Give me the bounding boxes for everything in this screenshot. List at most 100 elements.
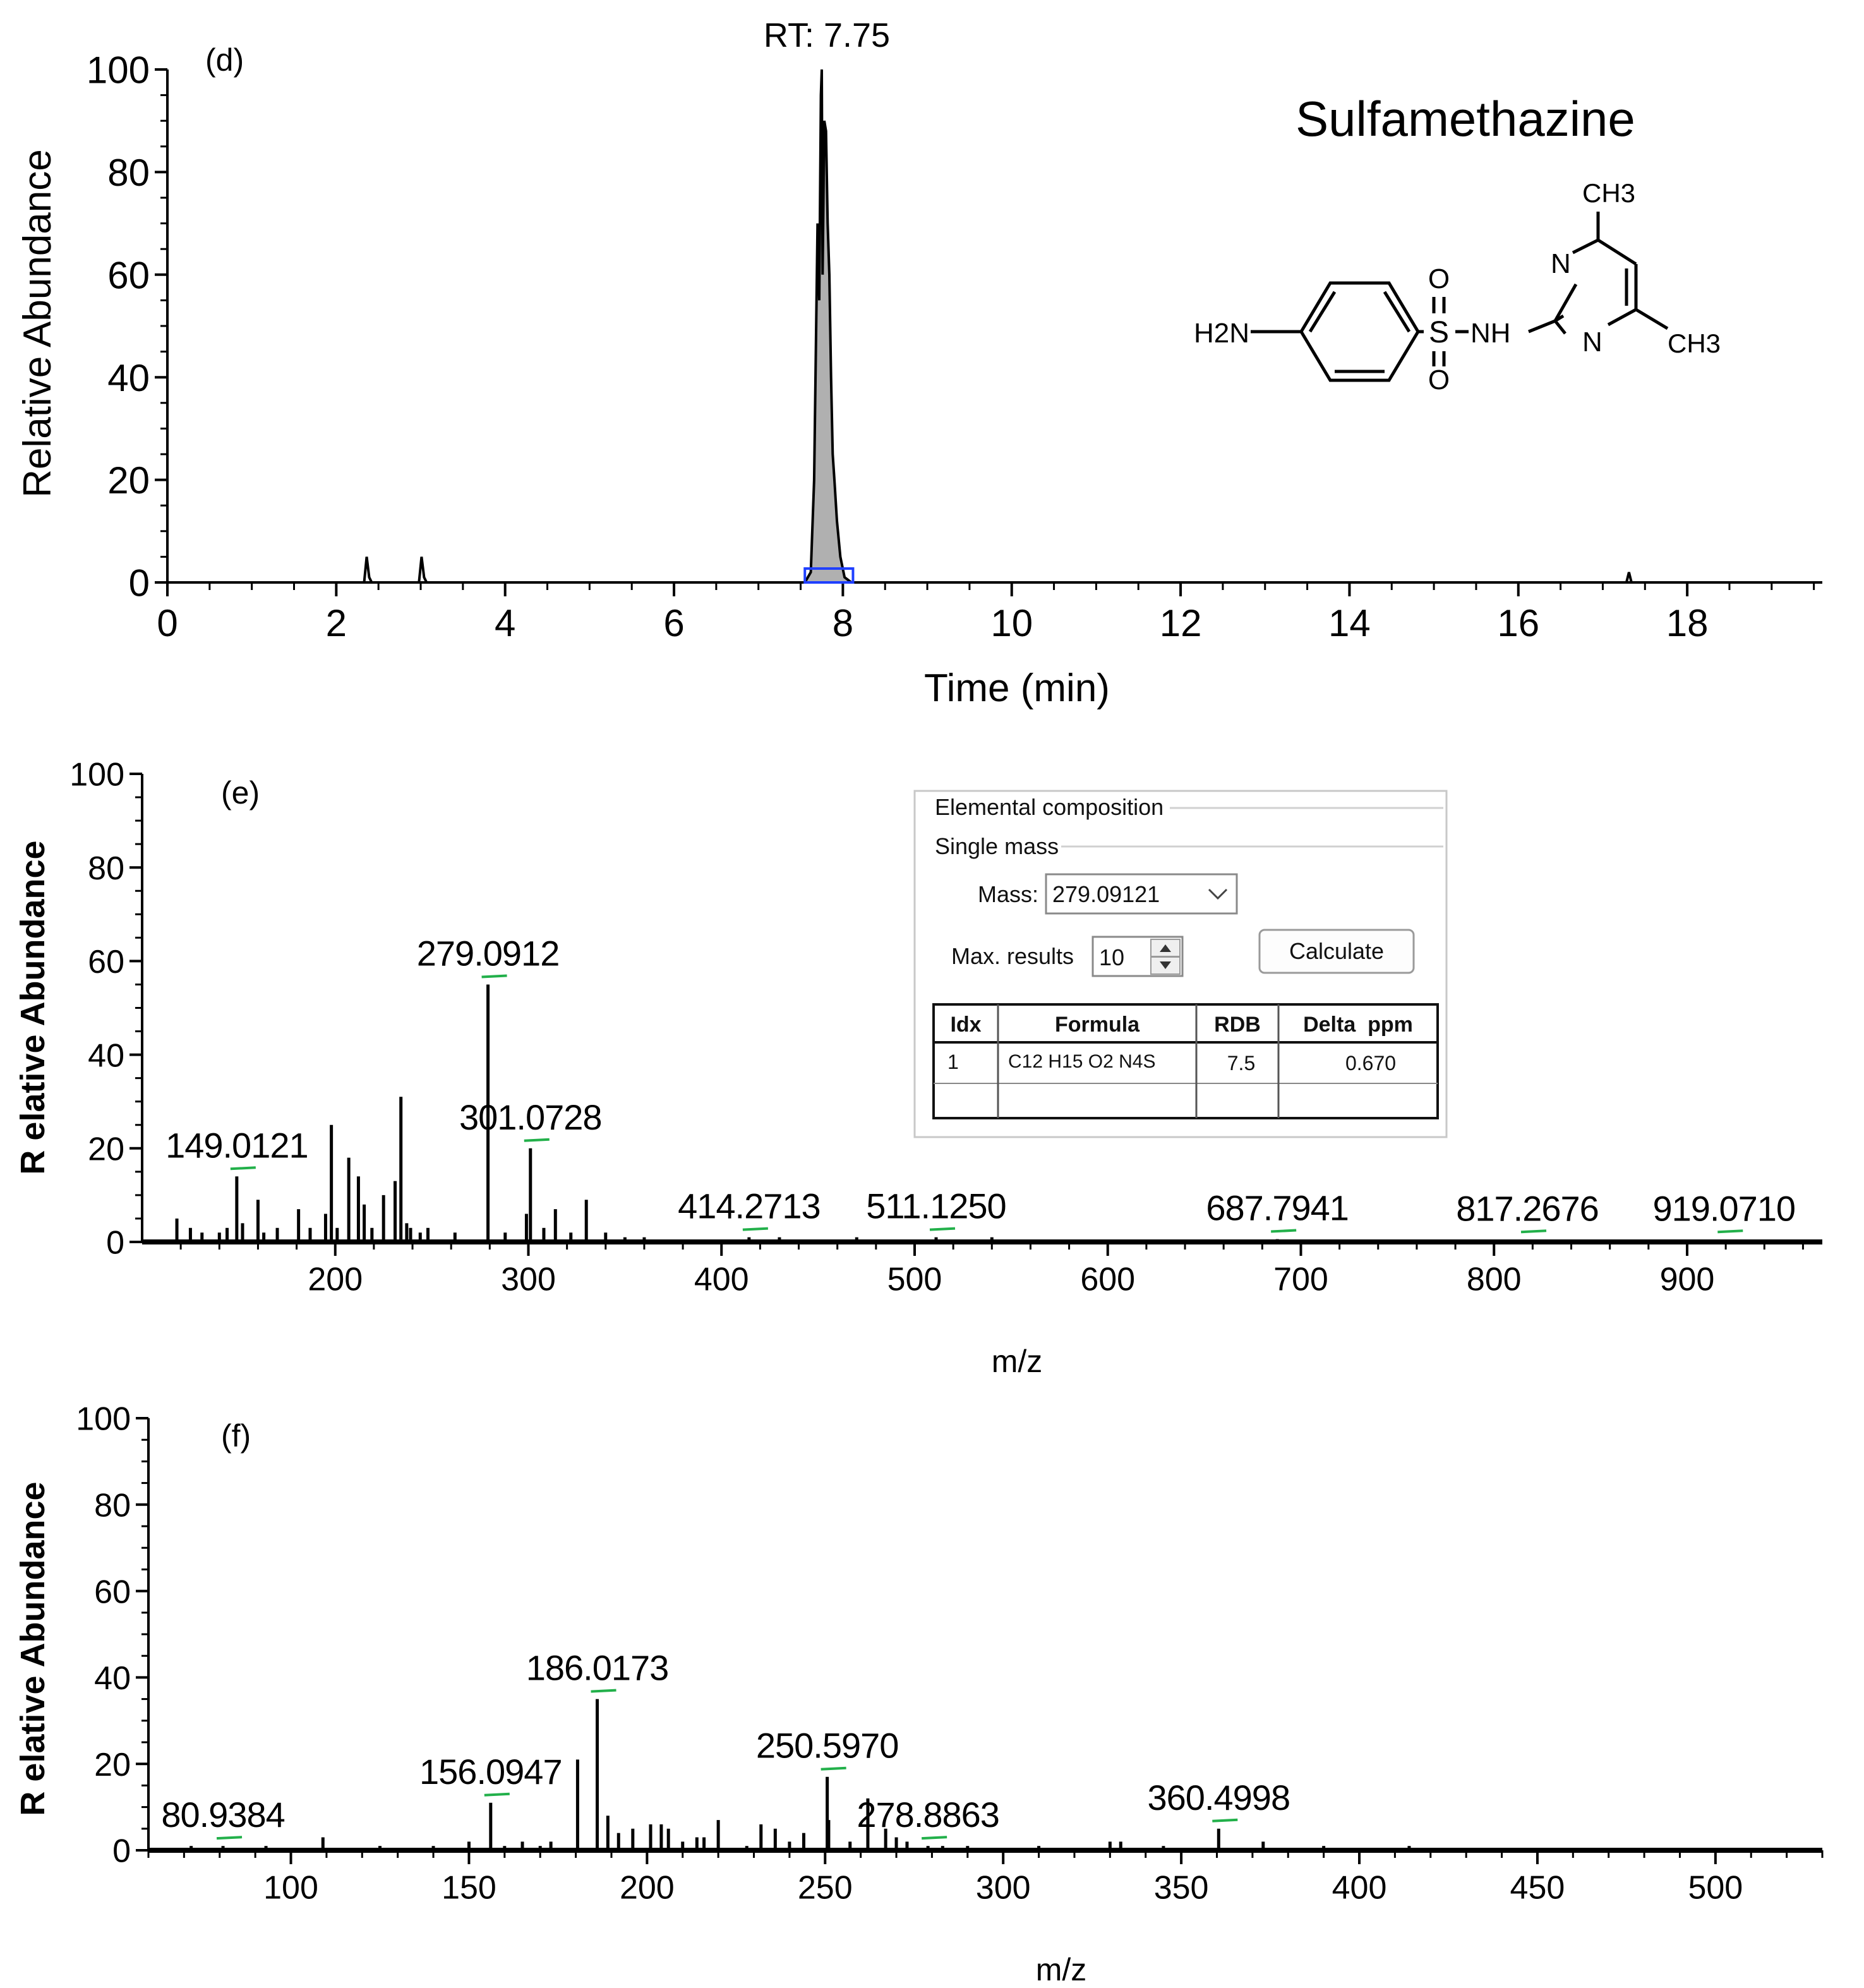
peak-label-marker [1271, 1229, 1297, 1233]
peak-label: 186.0173 [526, 1648, 669, 1688]
y-tick-label: 40 [88, 1037, 124, 1074]
x-tick-label: 250 [798, 1870, 853, 1907]
y-tick-label: 40 [107, 357, 150, 399]
axes-e: 0 20 40 60 80 100 200 300 400 500 600 700 800 900 [69, 757, 1822, 1298]
arrow-down-icon [1160, 961, 1171, 969]
peak-annotation: RT: 7.75 [764, 16, 890, 54]
structure-labels: H2N S O O NH N N CH3 CH3 [1194, 178, 1721, 395]
x-axis-label-d: Time (min) [924, 666, 1110, 710]
x-tick-label: 12 [1160, 602, 1202, 644]
max-results-value[interactable]: 10 [1099, 944, 1124, 970]
x-tick-label: 8 [833, 602, 853, 644]
inset-section: Single mass [935, 833, 1059, 859]
max-results-label: Max. results [951, 943, 1074, 969]
peak-label: 250.5970 [756, 1726, 899, 1766]
calculate-button-label[interactable]: Calculate [1289, 938, 1384, 964]
peak-label: 149.0121 [165, 1125, 308, 1165]
y-tick-label: 80 [88, 850, 124, 887]
sulfamethazine-structure [1251, 212, 1669, 382]
sulfur-label: S [1429, 316, 1449, 349]
x-tick-label: 400 [694, 1262, 749, 1298]
y-tick-label: 100 [87, 49, 150, 92]
column-header-delta-ppm[interactable]: Delta ppm [1303, 1013, 1413, 1037]
peak-label-marker [1717, 1229, 1743, 1234]
peak-label: 80.9384 [161, 1795, 284, 1834]
panel-label-f: (f) [221, 1418, 251, 1454]
methyl-bond-right [1635, 308, 1669, 330]
y-tick-label: 80 [94, 1488, 131, 1524]
x-tick-label: 500 [1688, 1870, 1743, 1907]
elemental-composition-panel: Elemental composition Single mass Mass: … [913, 790, 1448, 1138]
peak-label: 279.0912 [417, 933, 560, 973]
peak-label-marker [481, 974, 507, 979]
compound-name: Sulfamethazine [1296, 91, 1635, 147]
ring-nitrogen-label-bottom: N [1582, 327, 1602, 358]
row-rdb[interactable]: 7.5 [1227, 1052, 1255, 1075]
row-delta-ppm[interactable]: 0.670 [1345, 1052, 1396, 1075]
x-axis-label-f: m/z [1036, 1952, 1087, 1987]
peak-label: 278.8863 [857, 1795, 999, 1834]
oxygen-label-top: O [1428, 263, 1450, 294]
y-axis-label-f: R elative Abundance [14, 1481, 52, 1816]
y-tick-label: 60 [107, 254, 150, 296]
x-tick-label: 200 [308, 1262, 363, 1298]
x-tick-label: 2 [326, 602, 347, 644]
peak-label-marker [929, 1227, 956, 1231]
column-header-idx[interactable]: Idx [950, 1013, 981, 1037]
x-tick-label: 600 [1080, 1262, 1135, 1298]
peak-integration-window [803, 567, 855, 584]
mass-value[interactable]: 279.09121 [1052, 881, 1160, 907]
x-tick-label: 900 [1660, 1262, 1715, 1298]
ring-double-bond [1383, 291, 1411, 333]
peak-label: 156.0947 [419, 1752, 562, 1792]
x-tick-label: 300 [501, 1262, 556, 1298]
x-tick-label: 150 [442, 1870, 496, 1907]
methyl-label-top: CH3 [1582, 178, 1635, 208]
column-header-rdb[interactable]: RDB [1214, 1013, 1261, 1037]
peak-label-marker [922, 1836, 947, 1840]
x-tick-label: 350 [1154, 1870, 1209, 1907]
pyrimidine-edge [1572, 238, 1599, 255]
ring-nitrogen-label-top: N [1551, 248, 1571, 279]
pyrimidine-edge [1597, 238, 1637, 266]
inset-title: Elemental composition [935, 794, 1163, 820]
column-header-formula[interactable]: Formula [1055, 1013, 1140, 1037]
x-tick-label: 200 [620, 1870, 675, 1907]
results-table [932, 1003, 1439, 1119]
peak-label-marker [1212, 1818, 1238, 1822]
x-tick-label: 450 [1510, 1870, 1565, 1907]
nh-label: NH [1470, 318, 1511, 349]
mass-label: Mass: [978, 881, 1038, 907]
y-axis-label-d: Relative Abundance [16, 149, 59, 498]
oxygen-label-bottom: O [1428, 364, 1450, 395]
peak-area [805, 69, 851, 582]
peak-label-marker [1520, 1229, 1547, 1234]
peak-label-marker [216, 1836, 243, 1840]
x-tick-label: 10 [990, 602, 1033, 644]
y-tick-label: 20 [88, 1131, 124, 1168]
x-tick-label: 6 [663, 602, 684, 644]
x-tick-label: 16 [1497, 602, 1539, 644]
row-formula[interactable]: C12 H15 O2 N4S [1008, 1051, 1155, 1072]
arrow-up-icon [1160, 944, 1171, 952]
peak-label: 414.2713 [678, 1186, 821, 1226]
calculate-button[interactable] [1258, 929, 1415, 974]
ring-double-bond [1308, 291, 1337, 333]
panel-label-e: (e) [221, 775, 260, 810]
y-tick-label: 100 [69, 757, 124, 793]
methyl-label-right: CH3 [1668, 328, 1721, 358]
x-tick-label: 100 [263, 1870, 318, 1907]
x-tick-label: 300 [976, 1870, 1031, 1907]
chevron-down-icon[interactable] [1208, 888, 1228, 900]
x-tick-label: 0 [157, 602, 177, 644]
peak-label-marker [524, 1138, 550, 1142]
pyrimidine-edge [1607, 308, 1637, 327]
peak-label: 301.0728 [459, 1097, 602, 1137]
pyrimidine-edge [1553, 283, 1578, 322]
row-idx[interactable]: 1 [947, 1051, 959, 1073]
y-tick-label: 0 [106, 1225, 124, 1262]
ms2-spectrum-panel: (f) m/z R elative Abundance [14, 1418, 1086, 1987]
y-tick-label: 20 [107, 459, 150, 502]
mass-combobox[interactable] [1045, 873, 1238, 915]
y-tick-label: 0 [112, 1833, 131, 1870]
